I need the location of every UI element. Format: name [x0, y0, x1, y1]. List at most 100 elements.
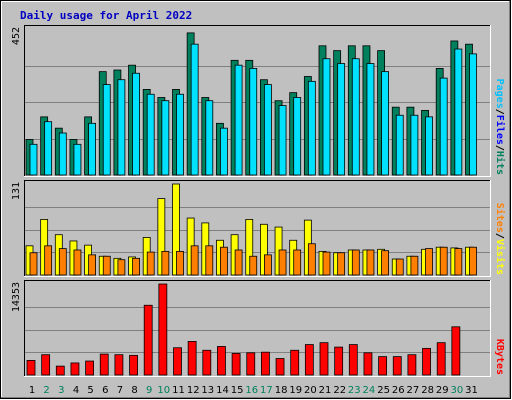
x-tick-label-16: 16 [245, 385, 258, 396]
y-max-label: 452 [11, 27, 22, 45]
bar-sites-day-24 [366, 249, 375, 276]
x-tick-label-11: 11 [172, 385, 185, 396]
bar-sites-day-21 [322, 251, 331, 276]
right-label-part: Visits [494, 239, 506, 275]
bar-sites-day-26 [395, 258, 404, 276]
bar-kbytes-day-9 [143, 304, 153, 376]
bar-sites-day-4 [73, 249, 82, 276]
x-tick-label-23: 23 [348, 385, 361, 396]
bar-sites-day-8 [132, 257, 140, 276]
bar-kbytes-day-15 [231, 353, 241, 376]
bar-sites-day-1 [29, 252, 38, 276]
bar-files-day-13 [205, 100, 214, 176]
bar-files-day-19 [293, 97, 302, 176]
x-tick-label-6: 6 [102, 385, 108, 396]
bar-kbytes-day-24 [363, 352, 373, 376]
bar-files-day-1 [29, 143, 38, 176]
bar-sites-day-27 [410, 255, 419, 276]
bar-sites-day-22 [337, 252, 346, 276]
bar-files-day-4 [73, 143, 82, 176]
bar-files-day-28 [425, 116, 433, 176]
bar-files-day-5 [88, 122, 96, 176]
bar-files-day-8 [132, 72, 140, 176]
right-label-part: Hits [494, 151, 506, 175]
bar-files-day-7 [117, 79, 126, 176]
bar-files-day-6 [102, 84, 111, 176]
bar-files-day-14 [220, 127, 228, 176]
bar-sites-day-28 [425, 248, 433, 276]
bar-files-day-9 [146, 93, 155, 176]
right-label-part: / [494, 109, 505, 115]
bar-sites-day-2 [44, 245, 53, 276]
x-tick-label-2: 2 [43, 385, 49, 396]
chart-title: Daily usage for April 2022 [20, 9, 192, 22]
bar-files-day-31 [469, 53, 477, 176]
bar-visits-day-10 [157, 198, 166, 276]
bar-kbytes-day-30 [451, 326, 461, 376]
bar-files-day-2 [44, 121, 53, 176]
bar-files-day-18 [278, 105, 287, 176]
bar-files-day-16 [249, 68, 258, 176]
bar-kbytes-day-25 [378, 356, 388, 376]
bar-kbytes-day-12 [187, 340, 197, 376]
right-axis-label: Pages/Files/Hits [494, 79, 506, 175]
bar-sites-day-16 [249, 255, 258, 276]
bar-sites-day-15 [234, 249, 243, 276]
bar-files-day-15 [234, 64, 243, 176]
x-tick-label-5: 5 [87, 385, 93, 396]
bar-files-day-27 [410, 114, 419, 176]
x-tick-label-14: 14 [216, 385, 229, 396]
x-tick-label-13: 13 [201, 385, 214, 396]
x-tick-label-17: 17 [260, 385, 273, 396]
bar-kbytes-day-19 [290, 349, 300, 376]
bar-kbytes-day-2 [41, 354, 51, 376]
bar-visits-day-11 [172, 183, 180, 276]
x-tick-labels: 1 2 3 4 5 6 7 8 9 10 11 12 13 14 15 16 17 18 19 20 21 22 23 24 2… [29, 385, 478, 396]
bar-kbytes-day-13 [202, 349, 212, 376]
x-tick-label-20: 20 [304, 385, 317, 396]
panel-visits-sites: 131 Sites/Visits [11, 180, 506, 277]
bar-kbytes-day-18 [275, 358, 285, 376]
bar-sites-day-5 [88, 254, 96, 276]
x-tick-label-25: 25 [377, 385, 390, 396]
bar-sites-day-10 [161, 250, 170, 276]
bar-files-day-17 [263, 84, 272, 176]
bar-kbytes-day-11 [173, 347, 182, 376]
bar-kbytes-day-1 [26, 360, 36, 376]
bar-files-day-23 [351, 58, 360, 176]
bar-kbytes-day-26 [392, 356, 402, 376]
bar-sites-day-11 [176, 250, 184, 276]
x-tick-label-18: 18 [275, 385, 288, 396]
x-tick-label-8: 8 [131, 385, 137, 396]
x-tick-label-30: 30 [451, 385, 464, 396]
bar-sites-day-29 [439, 246, 448, 276]
x-tick-label-24: 24 [363, 385, 376, 396]
bar-kbytes-day-7 [114, 354, 124, 376]
x-tick-label-7: 7 [117, 385, 123, 396]
x-tick-label-12: 12 [187, 385, 200, 396]
right-label-part: / [494, 145, 505, 151]
bar-sites-day-7 [117, 259, 126, 276]
x-tick-label-1: 1 [29, 385, 35, 396]
bar-files-day-21 [322, 58, 331, 176]
bar-sites-day-12 [190, 245, 199, 276]
bar-sites-day-14 [220, 246, 228, 276]
panel-kbytes: 14353 KBytes [11, 280, 505, 377]
bar-kbytes-day-4 [70, 362, 80, 376]
x-tick-label-9: 9 [146, 385, 152, 396]
bar-files-day-24 [366, 63, 375, 176]
bar-sites-day-13 [205, 245, 214, 276]
bar-files-day-20 [307, 80, 316, 176]
right-label-part: KBytes [494, 339, 505, 375]
y-max-label: 14353 [11, 282, 22, 312]
right-axis-label: KBytes [494, 339, 505, 375]
y-max-label: 131 [11, 182, 22, 200]
bar-kbytes-day-16 [246, 352, 256, 376]
right-label-part: Pages [494, 79, 505, 109]
bar-files-day-22 [337, 63, 346, 176]
bar-sites-day-3 [58, 248, 67, 276]
right-label-part: / [494, 233, 505, 239]
